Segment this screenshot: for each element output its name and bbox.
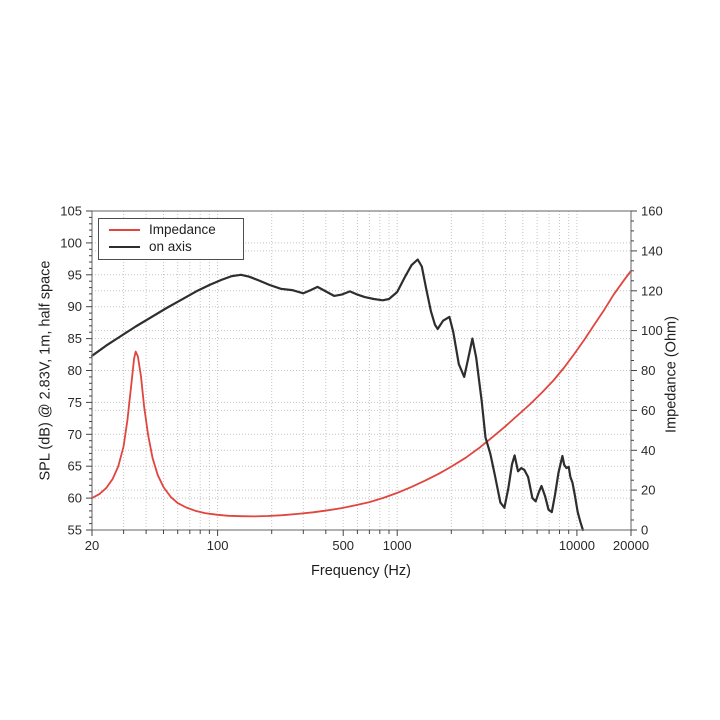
legend-item-on-axis: on axis (99, 240, 243, 253)
left-tick-label: 80 (68, 363, 82, 378)
left-tick-label: 55 (68, 523, 82, 538)
on-axis-curve (90, 258, 584, 532)
on-axis-line-swatch (109, 245, 140, 248)
left-tick-label: 60 (68, 491, 82, 506)
x-tick-label: 10000 (559, 538, 595, 553)
right-tick-label: 140 (641, 243, 663, 258)
left-tick-label: 100 (60, 235, 82, 250)
right-tick-label: 100 (641, 323, 663, 338)
x-tick-label: 20000 (613, 538, 649, 553)
impedance-curve (91, 269, 632, 518)
right-tick-label: 20 (641, 483, 655, 498)
x-tick-label: 1000 (383, 538, 412, 553)
x-tick-label: 100 (207, 538, 229, 553)
left-tick-label: 85 (68, 331, 82, 346)
legend: Impedance on axis (98, 218, 244, 260)
axis-ticks (86, 210, 637, 536)
left-tick-label: 65 (68, 459, 82, 474)
left-tick-label: 70 (68, 427, 82, 442)
right-tick-label: 60 (641, 403, 655, 418)
right-tick-label: 80 (641, 363, 655, 378)
right-tick-label: 0 (641, 523, 648, 538)
x-tick-label: 500 (332, 538, 354, 553)
y-axis-right-title: Impedance (Ohm) (663, 316, 680, 433)
right-tick-label: 40 (641, 443, 655, 458)
legend-item-impedance: Impedance (99, 223, 243, 236)
y-axis-left-title: SPL (dB) @ 2.83V, 1m, half space (37, 260, 54, 481)
legend-label-impedance: Impedance (149, 221, 216, 237)
x-axis-title: Frequency (Hz) (311, 563, 411, 579)
right-tick-label: 160 (641, 204, 663, 219)
tick-labels: 20 100 500 1000 10000 20000556065707580859095… (60, 204, 662, 554)
gridlines (92, 211, 631, 530)
x-tick-label: 20 (85, 538, 99, 553)
left-tick-label: 75 (68, 395, 82, 410)
right-tick-label: 120 (641, 283, 663, 298)
left-tick-label: 105 (60, 204, 82, 219)
left-tick-label: 90 (68, 299, 82, 314)
legend-label-on-axis: on axis (149, 238, 192, 254)
impedance-line-swatch (109, 228, 140, 231)
left-tick-label: 95 (68, 267, 82, 282)
